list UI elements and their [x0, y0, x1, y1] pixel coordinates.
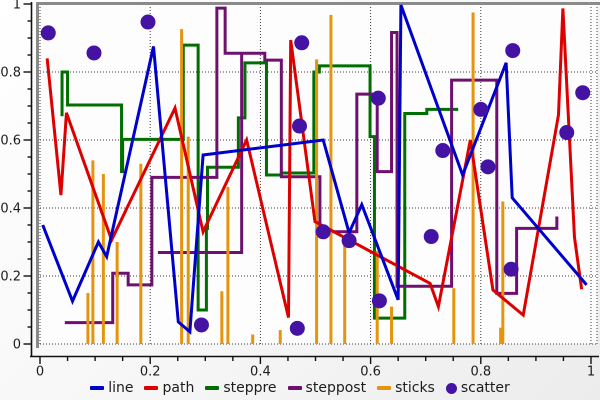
series-scatter-point — [294, 35, 310, 51]
legend-label: line — [108, 380, 134, 396]
x-tick-label: 0 — [36, 365, 44, 380]
series-scatter-point — [423, 229, 439, 245]
series-scatter-point — [86, 45, 102, 61]
y-tick-label: 0 — [13, 338, 21, 353]
y-tick-label: 1 — [13, 0, 21, 13]
legend-line-marker-icon — [90, 386, 105, 390]
series-steppost — [64, 6, 559, 325]
series-scatter-point — [575, 85, 591, 101]
series-scatter-point — [480, 159, 496, 175]
legend-scatter-marker-icon — [445, 382, 457, 394]
legend-item-steppre: steppre — [205, 380, 277, 396]
series-scatter-point — [505, 43, 521, 59]
x-tick-label: 1 — [587, 365, 595, 380]
legend: line path steppre steppost sticks scatter — [0, 377, 600, 399]
series-scatter-point — [292, 118, 308, 134]
series-scatter-point — [503, 261, 519, 277]
plot-border-left — [36, 2, 39, 348]
series-scatter-point — [371, 293, 387, 309]
series-scatter-point — [40, 25, 56, 41]
legend-item-scatter: scatter — [445, 380, 510, 396]
legend-sticks-marker-icon — [377, 386, 392, 390]
legend-item-sticks: sticks — [377, 380, 435, 396]
series-steppre — [60, 43, 459, 320]
y-tick-label: 0.2 — [0, 270, 21, 285]
series-scatter-point — [370, 90, 386, 106]
y-tick-label: 0.6 — [0, 134, 21, 149]
legend-label: steppre — [223, 380, 277, 396]
x-tick-label: 0.4 — [250, 365, 271, 380]
x-tick-label: 0.2 — [140, 365, 161, 380]
series-scatter-point — [315, 224, 331, 240]
legend-item-path: path — [144, 380, 194, 396]
series-scatter-point — [473, 101, 489, 117]
series-scatter-point — [193, 317, 209, 333]
legend-steppre-marker-icon — [205, 386, 220, 390]
legend-item-line: line — [90, 380, 133, 396]
legend-label: scatter — [460, 380, 510, 396]
series-scatter-point — [435, 143, 451, 159]
series-scatter-point — [341, 233, 357, 249]
y-tick-label: 0.8 — [0, 66, 21, 81]
legend-item-steppost: steppost — [287, 380, 367, 396]
x-tick-label: 0.8 — [470, 365, 491, 380]
legend-label: path — [162, 380, 195, 396]
legend-label: sticks — [395, 380, 435, 396]
x-tick-label: 0.6 — [360, 365, 381, 380]
series-scatter-point — [140, 14, 156, 30]
series-scatter-point — [289, 320, 305, 336]
legend-steppost-marker-icon — [287, 386, 302, 390]
legend-path-marker-icon — [144, 386, 159, 390]
y-tick-label: 0.4 — [0, 202, 21, 217]
series-scatter-point — [559, 125, 575, 141]
series-line — [41, 4, 588, 335]
legend-label: steppost — [305, 380, 367, 396]
plot-border-top — [36, 2, 600, 5]
